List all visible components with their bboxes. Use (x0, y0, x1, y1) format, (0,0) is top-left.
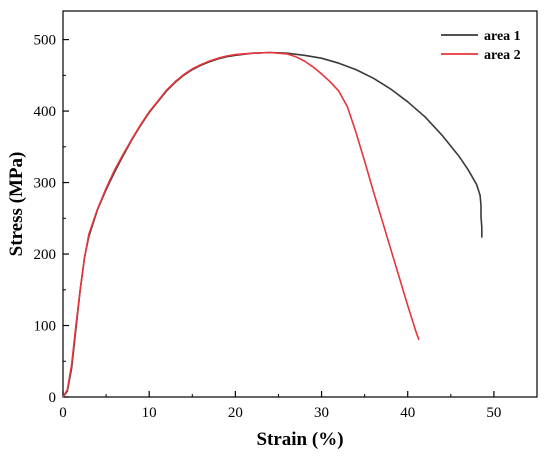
legend-label-1: area 1 (484, 29, 521, 44)
y-tick-label: 200 (34, 247, 57, 263)
legend-label-2: area 2 (484, 48, 521, 63)
y-tick-label: 0 (49, 390, 57, 406)
x-axis-title: Strain (%) (256, 429, 343, 450)
y-tick-label: 400 (34, 104, 57, 120)
y-tick-label: 100 (34, 319, 57, 335)
series-line-2 (62, 51, 420, 398)
x-tick-label: 30 (314, 405, 329, 421)
x-tick-label: 0 (59, 405, 67, 421)
x-tick-label: 10 (142, 405, 157, 421)
y-tick-label: 300 (34, 176, 57, 192)
y-tick-label: 500 (34, 33, 57, 49)
axis-ticks (62, 38, 538, 398)
series-line-1 (62, 51, 483, 398)
series-lines (62, 51, 483, 398)
x-tick-label: 20 (228, 405, 243, 421)
y-axis-title: Stress (MPa) (6, 152, 27, 257)
x-tick-label: 40 (400, 405, 415, 421)
x-tick-label: 50 (486, 405, 501, 421)
plot-frame (62, 10, 538, 398)
legend: area 1 area 2 (441, 29, 521, 63)
